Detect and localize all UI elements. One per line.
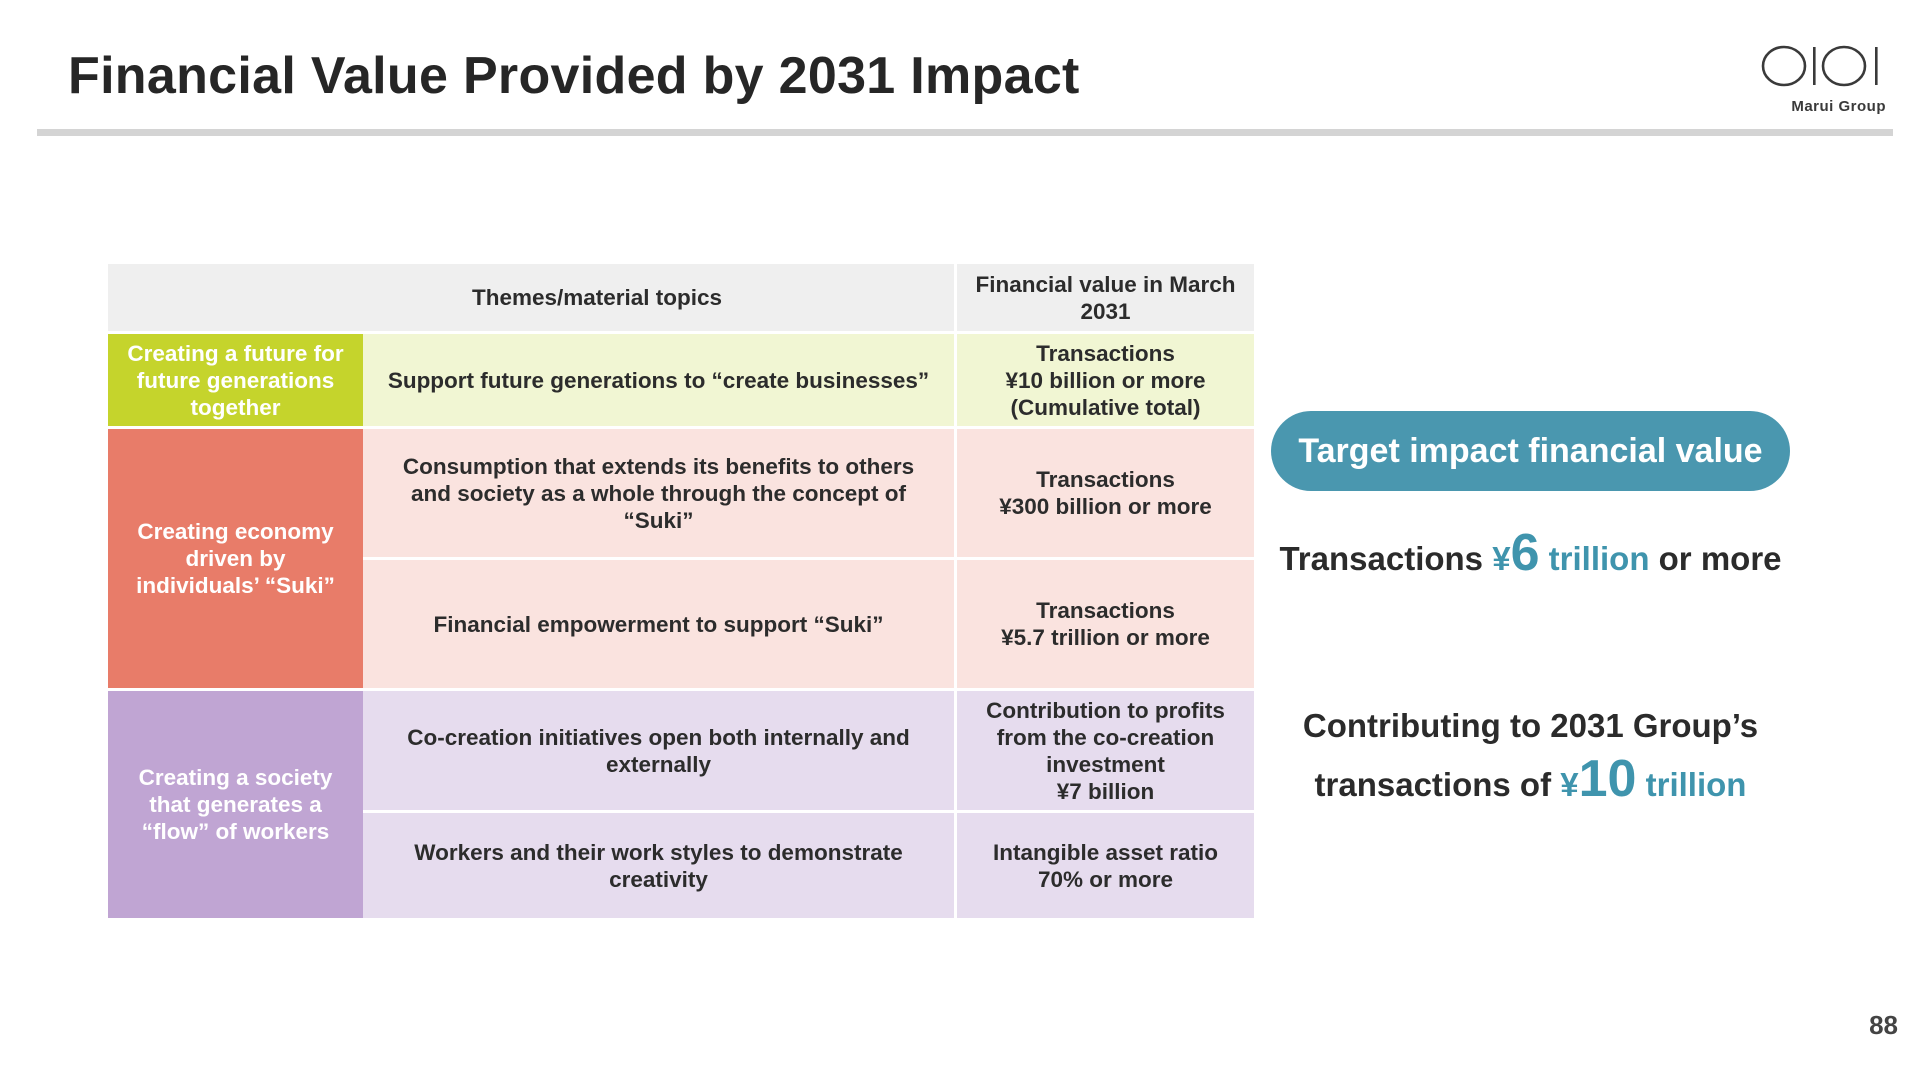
tx2-prefix: Contributing to 2031 Group’s transaction…: [1302, 707, 1759, 804]
tx2-currency: ¥: [1560, 766, 1579, 804]
tx1-suffix: or more: [1649, 540, 1782, 577]
tx1-unit: trillion: [1539, 540, 1650, 577]
value-line: Transactions: [1036, 340, 1175, 366]
value-line: ¥5.7 trillion or more: [1001, 625, 1210, 650]
category-flow-of-workers: Creating a society that generates a “flo…: [108, 691, 363, 918]
value-line: ¥10 billion or more: [1005, 367, 1206, 393]
value-line: ¥7 billion: [1056, 778, 1155, 804]
topic-suki-consumption: Consumption that extends its benefits to…: [363, 429, 954, 560]
value-line: Transactions: [1036, 467, 1175, 492]
tx1-prefix: Transactions: [1279, 540, 1493, 577]
value-line: Transactions: [1036, 598, 1175, 623]
slide-title: Financial Value Provided by 2031 Impact: [68, 47, 1080, 105]
topic-financial-empowerment: Financial empowerment to support “Suki”: [363, 560, 954, 691]
logo-wordmark: Marui Group: [1791, 98, 1886, 115]
tx2-amount: 10: [1578, 750, 1637, 809]
value-line: Intangible asset ratio: [992, 839, 1219, 865]
topic-co-creation: Co-creation initiatives open both intern…: [363, 691, 954, 813]
topic-create-businesses: Support future generations to “create bu…: [363, 334, 954, 429]
header-financial-value: Financial value in March 2031: [954, 264, 1254, 334]
category-suki-economy: Creating economy driven by individuals’ …: [108, 429, 363, 691]
value-line: 70% or more: [1037, 866, 1174, 892]
target-transactions-text: Transactions ¥6 trillion or more: [1271, 527, 1790, 582]
company-logo: Marui Group: [1760, 44, 1886, 116]
target-impact-pill: Target impact financial value: [1271, 411, 1790, 491]
value-suki-consumption: Transactions ¥300 billion or more: [954, 429, 1254, 560]
topic-work-styles: Workers and their work styles to demonst…: [363, 813, 954, 918]
page-number: 88: [1869, 1010, 1898, 1040]
header-themes: Themes/material topics: [108, 264, 954, 334]
value-line: ¥300 billion or more: [999, 494, 1212, 519]
tx2-unit: trillion: [1636, 766, 1747, 804]
group-transactions-text: Contributing to 2031 Group’s transaction…: [1271, 696, 1790, 815]
impact-table: Themes/material topics Financial value i…: [108, 264, 1254, 918]
value-create-businesses: Transactions ¥10 billion or more (Cumula…: [954, 334, 1254, 429]
value-co-creation: Contribution to profits from the co-crea…: [954, 691, 1254, 813]
value-line: Contribution to profits from the co-crea…: [986, 697, 1225, 777]
marui-oioi-logo-icon: [1761, 45, 1878, 87]
value-line: (Cumulative total): [1010, 394, 1201, 420]
category-future-generations: Creating a future for future generations…: [108, 334, 363, 429]
value-financial-empowerment: Transactions ¥5.7 trillion or more: [954, 560, 1254, 691]
tx1-currency: ¥: [1492, 540, 1511, 577]
tx1-amount: 6: [1510, 524, 1540, 582]
title-divider: [37, 129, 1893, 136]
value-work-styles: Intangible asset ratio 70% or more: [954, 813, 1254, 918]
